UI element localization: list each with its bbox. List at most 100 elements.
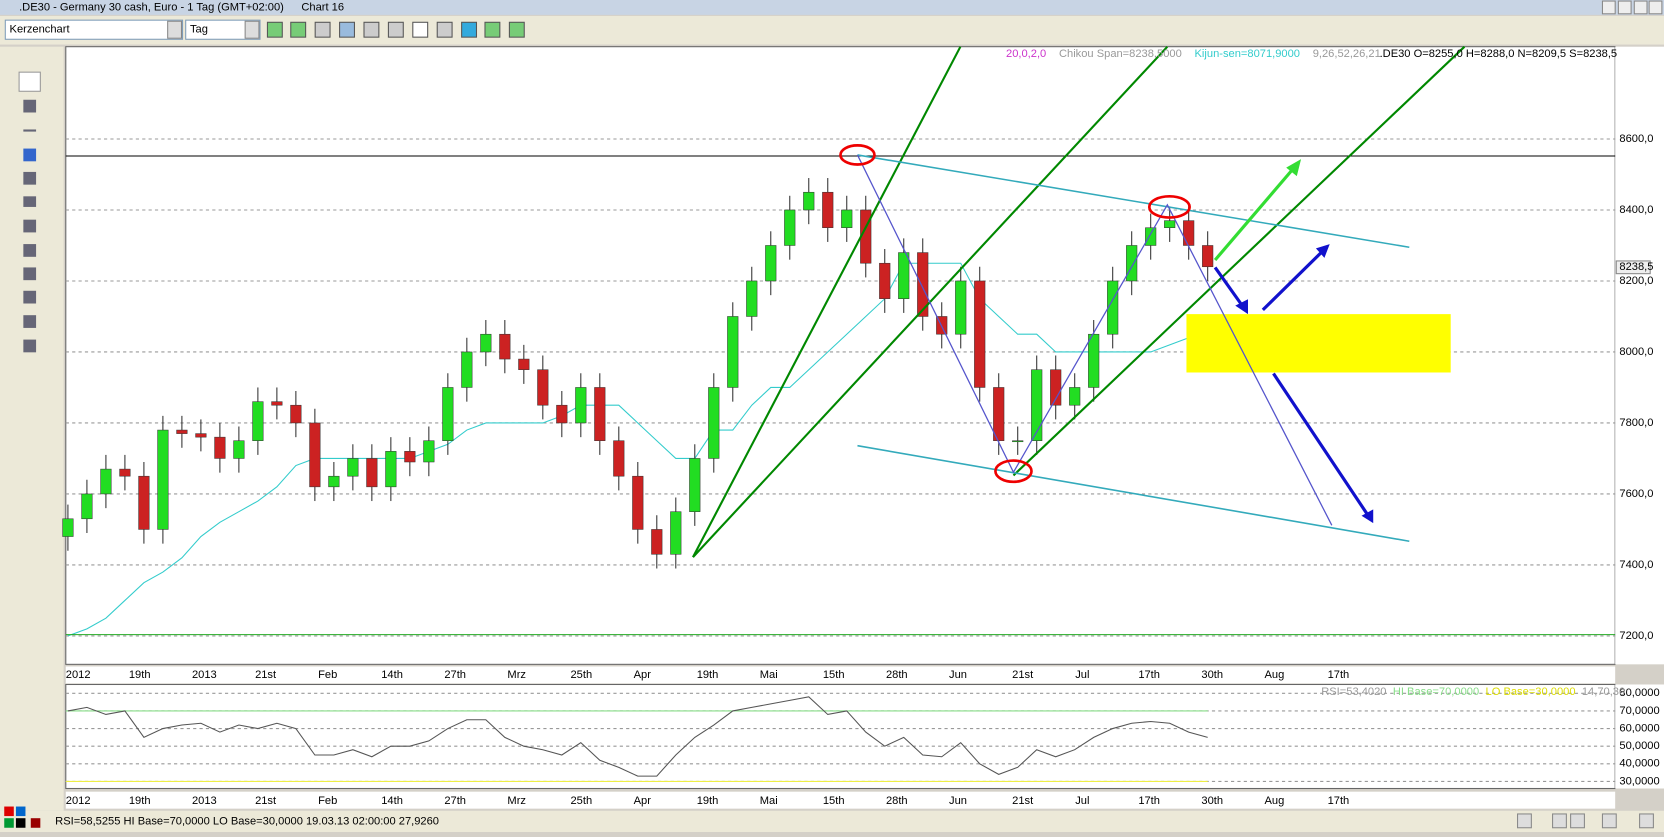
y-tick-label: 50,0000 [1619, 740, 1659, 752]
zoom-out[interactable] [1601, 813, 1617, 829]
tool-icon[interactable] [290, 21, 307, 38]
line-tool[interactable] [23, 129, 37, 132]
restore[interactable] [1617, 0, 1632, 15]
candle-body [898, 252, 910, 299]
indicator-info: 14,70,30 [1582, 686, 1625, 698]
tool-icon[interactable] [363, 21, 380, 38]
scroll-right[interactable] [1570, 813, 1585, 829]
swatch[interactable] [30, 818, 41, 828]
scroll-left[interactable] [1517, 813, 1532, 829]
tool-icon[interactable] [461, 21, 478, 38]
swatch[interactable] [15, 818, 26, 828]
candle-body [423, 440, 435, 463]
fan-tool[interactable] [23, 219, 37, 233]
candle-body [1088, 333, 1100, 388]
x-tick-label: 19th [129, 669, 151, 681]
x-tick-label: 21st [255, 669, 277, 681]
candle-body [119, 468, 131, 477]
date-axis [65, 791, 1616, 809]
candle-body [461, 351, 473, 388]
price-axis [1615, 46, 1664, 665]
indicator-info: 20,0,2,0 [1006, 48, 1046, 60]
cursor-tool[interactable] [18, 71, 41, 92]
tool-icon[interactable] [387, 21, 404, 38]
tool-icon[interactable] [484, 21, 501, 38]
swatch[interactable] [4, 806, 14, 817]
candle-body [176, 429, 188, 434]
close[interactable] [1648, 0, 1663, 15]
candle-body [955, 280, 967, 335]
maximize[interactable] [1633, 0, 1648, 15]
chart-type: Kerzenchart [10, 24, 71, 36]
candle-body [727, 316, 739, 388]
title-bar [0, 0, 1664, 15]
zigzag [856, 154, 1333, 526]
y-tick-label: 30,0000 [1619, 775, 1659, 787]
rsi-line [67, 696, 1208, 777]
period-select[interactable] [185, 19, 261, 40]
indicator-info: RSI=53,4020 [1321, 686, 1386, 698]
y-tick-label: 7800,0 [1619, 417, 1653, 429]
candle-body [252, 401, 264, 441]
candle-body [214, 436, 226, 459]
tool-icon[interactable] [314, 21, 331, 38]
text-tool[interactable] [23, 267, 37, 281]
x-tick-label: 25th [571, 669, 593, 681]
fib-tool[interactable] [23, 196, 37, 207]
chart-type-select[interactable] [4, 19, 184, 40]
scroll-bar[interactable] [1552, 813, 1567, 829]
annotations [65, 45, 1616, 636]
y-tick-label: 7400,0 [1619, 559, 1653, 571]
candle-body [1126, 245, 1138, 282]
channel-line [692, 46, 962, 558]
x-tick-label: Jul [1075, 795, 1089, 807]
price-tag [1615, 260, 1651, 275]
zoom-tool[interactable] [23, 171, 37, 185]
candle-body [689, 458, 701, 512]
tool-icon[interactable] [436, 21, 453, 38]
candle-body [100, 468, 112, 495]
candle-body [1069, 387, 1081, 406]
x-tick-label: Aug [1265, 669, 1285, 681]
alarm-tool[interactable] [23, 290, 37, 304]
candle-body [404, 451, 416, 463]
candle-body [651, 529, 663, 555]
indicator-info: .DE30 O=8255,0 H=8288,0 N=8209,5 S=8238,… [1380, 48, 1618, 60]
swatch[interactable] [4, 818, 14, 828]
hand-tool[interactable] [23, 99, 37, 113]
swatch[interactable] [15, 806, 26, 817]
tool-icon[interactable] [412, 21, 429, 38]
indicator-info: 9,26,52,26,21 [1313, 48, 1381, 60]
kijun-line [67, 262, 1208, 637]
dropdown-arrow[interactable] [167, 20, 182, 39]
candle-body [594, 387, 606, 441]
arrow [1261, 248, 1326, 312]
tool-icon[interactable] [266, 21, 283, 38]
x-tick-label: 21st [1012, 795, 1034, 807]
candle-body [442, 387, 454, 441]
candle-body [841, 209, 853, 228]
candle-body [233, 440, 245, 459]
arrow-tool[interactable] [23, 148, 37, 162]
overlay-texts: 7200,0 7400,0 7600,0 7800,0 8000,0 8200,0 8400… [66, 48, 1660, 807]
candle-body [974, 280, 986, 388]
channel-tool[interactable] [23, 244, 37, 257]
zoom-in[interactable] [1639, 813, 1654, 829]
candle-body [613, 440, 625, 477]
calc-tool[interactable] [23, 315, 37, 328]
highlight [839, 144, 876, 166]
y-tick-label: 7600,0 [1619, 488, 1653, 500]
dropdown-arrow[interactable] [244, 20, 260, 39]
x-tick-label: Apr [634, 795, 652, 807]
x-tick-label: 30th [1201, 669, 1223, 681]
tool-icon[interactable] [339, 21, 355, 38]
period: Tag [190, 24, 208, 36]
x-tick-label: Aug [1265, 795, 1285, 807]
y-tick-label: 80,0000 [1619, 687, 1659, 699]
price-tag-label: 8238,5 [1619, 261, 1653, 273]
x-tick-label: 28th [886, 795, 908, 807]
delete-tool[interactable] [23, 339, 37, 353]
window-buttons[interactable] [1601, 0, 1663, 15]
tool-icon[interactable] [508, 21, 525, 38]
minimize[interactable] [1601, 0, 1616, 15]
